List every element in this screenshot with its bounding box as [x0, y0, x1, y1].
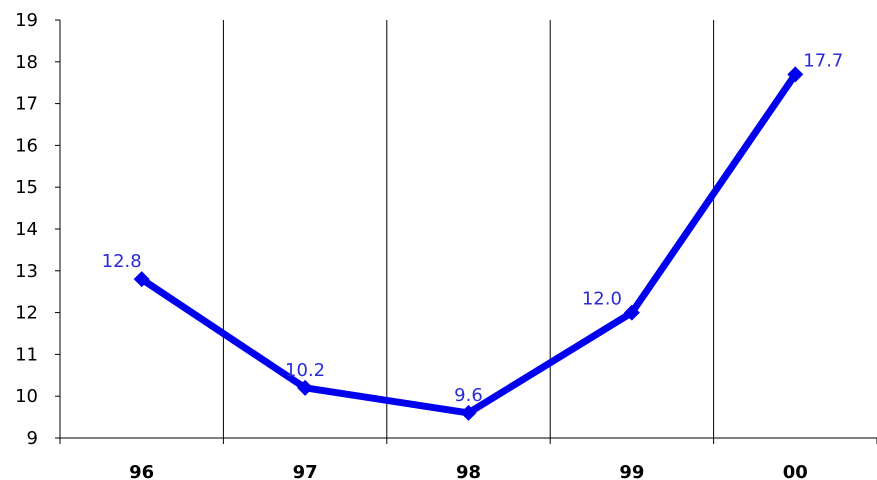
y-tick-label: 17 [15, 94, 38, 115]
data-label: 17.7 [803, 50, 843, 71]
data-markers [133, 66, 804, 421]
y-tick-label: 14 [15, 219, 38, 240]
x-tick-label: 97 [293, 462, 318, 480]
y-tick-label: 13 [15, 261, 38, 282]
y-tick-label: 19 [15, 10, 38, 31]
y-tick-label: 15 [15, 177, 38, 198]
data-label: 10.2 [285, 360, 325, 381]
data-label: 9.6 [454, 385, 483, 406]
data-point-marker [133, 271, 150, 288]
series-line [138, 70, 799, 417]
data-label: 12.0 [582, 289, 622, 310]
data-point-marker [787, 66, 804, 83]
y-tick-label: 9 [27, 428, 38, 449]
y-tick-label: 16 [15, 135, 38, 156]
x-tick-label: 96 [129, 462, 154, 480]
y-tick-label: 10 [15, 386, 38, 407]
data-point-marker [623, 304, 640, 321]
x-tick-label: 98 [456, 462, 481, 480]
x-tick-label: 99 [619, 462, 644, 480]
axes [55, 19, 877, 444]
y-tick-label: 11 [15, 344, 38, 365]
y-tick-labels: 9 10 11 12 13 14 15 16 17 18 19 [15, 10, 38, 449]
data-point-marker [297, 379, 314, 396]
series-line-layer [138, 70, 799, 417]
y-tick-label: 18 [15, 52, 38, 73]
data-point-marker [460, 404, 477, 421]
x-tick-label: 00 [783, 462, 808, 480]
data-labels: 12.8 10.2 9.6 12.0 17.7 [102, 50, 844, 406]
grid-lines [222, 20, 715, 438]
data-label: 12.8 [102, 251, 142, 272]
y-tick-label: 12 [15, 303, 38, 324]
x-tick-labels: 96 97 98 99 00 [129, 462, 808, 480]
